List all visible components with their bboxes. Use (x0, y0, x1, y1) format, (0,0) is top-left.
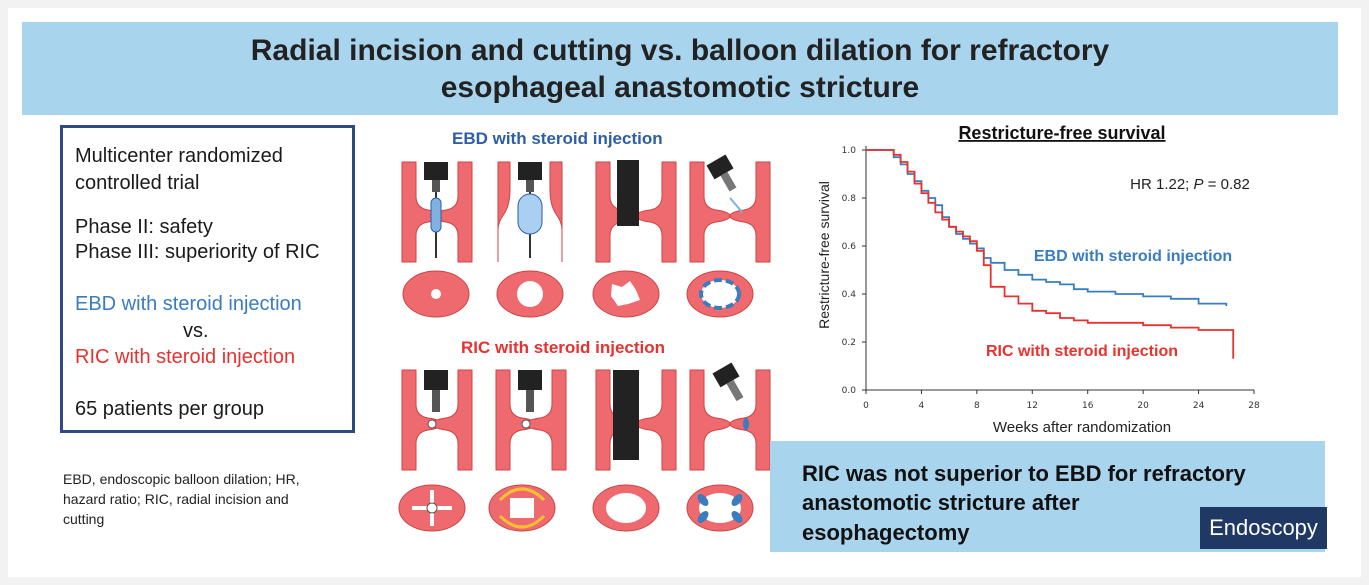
y-tick-label: 0.6 (842, 242, 857, 252)
study-design-box: Multicenter randomized controlled trial … (60, 125, 355, 433)
x-tick-label: 12 (1027, 401, 1038, 411)
ric-cross-section-1 (398, 484, 466, 532)
ric-cross-section-2 (488, 484, 556, 532)
y-tick-label: 0.8 (842, 194, 857, 204)
conclusion-line-3: esophagectomy (802, 520, 970, 545)
phase-2-text: Phase II: safety (75, 216, 213, 238)
series-label-ric: RIC with steroid injection (986, 343, 1178, 360)
ric-panel-3-tube (595, 369, 677, 471)
title-banner: Radial incision and cutting vs. balloon … (22, 22, 1338, 115)
y-tick-label: 1.0 (842, 146, 857, 156)
y-tick-label: 0.2 (842, 338, 856, 348)
design-line-1: Multicenter randomized (75, 145, 283, 167)
patients-text: 65 patients per group (75, 398, 265, 420)
series-label-ebd: EBD with steroid injection (1034, 248, 1232, 265)
x-tick-label: 28 (1248, 401, 1260, 411)
y-tick-label: 0.4 (842, 290, 857, 300)
ebd-panel-2-tube (497, 161, 563, 262)
ebd-cross-section-3 (592, 270, 660, 318)
y-tick-label: 0.0 (842, 386, 857, 396)
conclusion-line-2: anastomotic stricture after (802, 490, 1080, 515)
title-line-1: Radial incision and cutting vs. balloon … (250, 33, 1110, 67)
abbreviations-note: EBD, endoscopic balloon dilation; HR, ha… (63, 471, 300, 527)
journal-logo: Endoscopy (1200, 507, 1327, 549)
arm-ebd-text: EBD with steroid injection (75, 293, 302, 315)
versus-text: vs. (183, 320, 209, 342)
x-tick-label: 16 (1082, 401, 1094, 411)
ebd-procedure-heading: EBD with steroid injection (452, 129, 663, 148)
y-axis-label: Restricture-free survival (816, 181, 832, 329)
ebd-cross-section-2 (496, 270, 564, 318)
ebd-panel-3-tube (595, 160, 677, 263)
chart-title: Restricture-free survival (958, 123, 1165, 143)
x-axis-label: Weeks after randomization (993, 419, 1171, 436)
ric-procedure-heading: RIC with steroid injection (461, 338, 666, 357)
chart-annotation-hr: HR 1.22; P = 0.82 (1130, 176, 1250, 193)
arm-ric-text: RIC with steroid injection (75, 346, 296, 368)
survival-line-ebd (866, 149, 1228, 306)
x-tick-label: 8 (974, 401, 980, 411)
survival-line-ric (866, 149, 1235, 359)
conclusion-line-1: RIC was not superior to EBD for refracto… (802, 461, 1246, 486)
ric-cross-section-3 (592, 484, 660, 532)
ebd-cross-section-4 (686, 270, 754, 318)
x-tick-label: 0 (863, 401, 869, 411)
x-tick-label: 24 (1193, 401, 1205, 411)
ebd-cross-section-1 (402, 270, 470, 318)
ric-panel-4-tube (689, 362, 771, 471)
ric-cross-section-4 (686, 484, 754, 532)
ebd-panel-4-tube (689, 154, 771, 263)
x-tick-label: 20 (1137, 401, 1149, 411)
ric-panel-1-tube (401, 369, 473, 471)
design-line-2: controlled trial (75, 172, 200, 194)
phase-3-text: Phase III: superiority of RIC (75, 241, 320, 263)
ebd-panel-1-tube (401, 161, 473, 263)
x-tick-label: 4 (919, 401, 925, 411)
ric-panel-2-tube (495, 369, 567, 471)
title-line-2: esophageal anastomotic stricture (440, 70, 920, 104)
